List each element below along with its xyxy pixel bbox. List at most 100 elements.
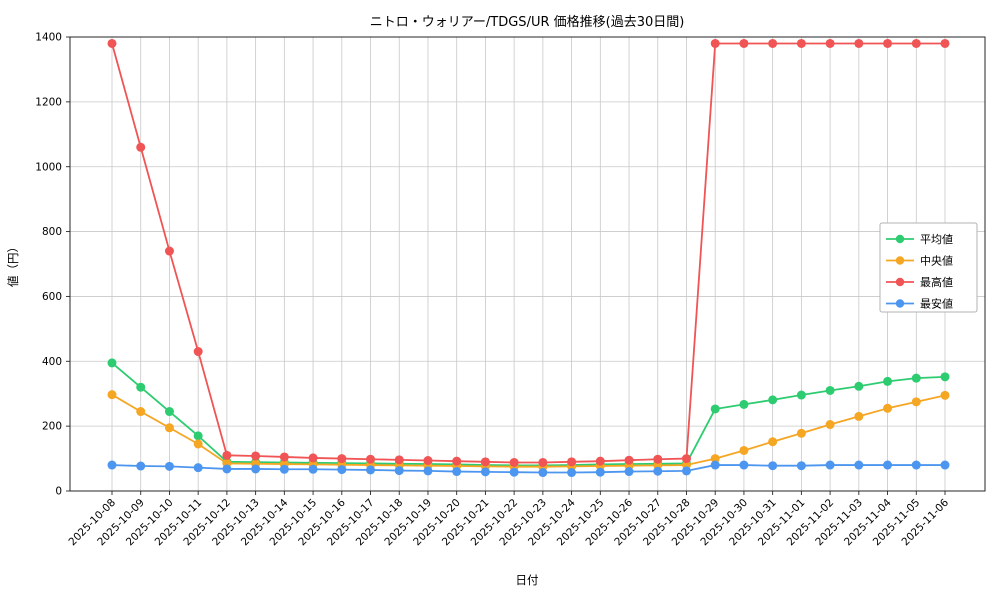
series-point-lowest: [739, 460, 749, 470]
legend-label-median: 中央値: [920, 254, 953, 267]
series-point-average: [854, 381, 864, 391]
legend-item-lowest: 最安値: [886, 296, 953, 310]
series-point-highest: [337, 454, 347, 464]
series-point-median: [796, 428, 806, 438]
series-point-highest: [796, 38, 806, 48]
series-point-lowest: [164, 461, 174, 471]
grid-lines: [70, 36, 985, 492]
plot-area: 02004006008001000120014002025-10-082025-…: [35, 32, 986, 548]
series-point-highest: [854, 38, 864, 48]
series-point-lowest: [509, 467, 519, 477]
chart-title: ニトロ・ウォリアー/TDGS/UR 価格推移(過去30日間): [370, 14, 685, 30]
series-point-lowest: [452, 467, 462, 477]
legend-item-median: 中央値: [886, 254, 953, 267]
series-point-lowest: [366, 465, 376, 475]
series-point-lowest: [567, 468, 577, 478]
series-point-highest: [366, 454, 376, 464]
series-point-highest: [653, 454, 663, 464]
series-point-highest: [509, 457, 519, 467]
series-point-average: [883, 376, 893, 386]
series-point-highest: [164, 246, 174, 256]
plot-border: [69, 36, 986, 492]
legend-box: [879, 222, 978, 313]
series-point-median: [164, 423, 174, 433]
series-point-lowest: [279, 464, 289, 474]
series-line-median: [111, 393, 946, 468]
series-point-lowest: [681, 466, 691, 476]
series-average: [107, 358, 950, 470]
series-point-lowest: [480, 467, 490, 477]
series-point-highest: [480, 457, 490, 467]
series-point-highest: [107, 38, 117, 48]
y-tick-label: 0: [55, 486, 62, 498]
series-point-highest: [452, 456, 462, 466]
series-point-average: [136, 382, 146, 392]
series-point-highest: [883, 38, 893, 48]
legend-marker-average: [895, 234, 905, 244]
legend-item-highest: 最高値: [886, 275, 953, 289]
series-point-highest: [136, 142, 146, 152]
series-line-lowest: [111, 464, 946, 474]
series-point-median: [854, 411, 864, 421]
y-tick-label: 200: [42, 421, 62, 433]
series-point-median: [107, 390, 117, 400]
y-tick-label: 400: [42, 356, 62, 368]
series-point-lowest: [854, 460, 864, 470]
series-point-highest: [911, 38, 921, 48]
series-point-median: [193, 439, 203, 449]
legend-label-highest: 最高値: [920, 275, 953, 289]
legend-marker-highest: [895, 277, 905, 287]
series-point-highest: [825, 38, 835, 48]
series-point-lowest: [308, 464, 318, 474]
series-point-highest: [193, 347, 203, 357]
series-point-lowest: [940, 460, 950, 470]
series-point-median: [911, 397, 921, 407]
y-tick-label: 1000: [35, 161, 62, 173]
series-point-lowest: [394, 466, 404, 476]
series-point-highest: [222, 450, 232, 460]
series-point-lowest: [825, 460, 835, 470]
series-point-lowest: [538, 468, 548, 478]
legend-label-average: 平均値: [920, 233, 953, 246]
series-point-lowest: [883, 460, 893, 470]
series-point-highest: [595, 456, 605, 466]
series-lowest: [107, 460, 950, 478]
axis-ticks: [66, 36, 946, 495]
series-line-average: [111, 362, 946, 467]
series-point-average: [107, 358, 117, 368]
series-point-median: [710, 454, 720, 464]
series-point-highest: [279, 452, 289, 462]
series-line-highest: [111, 42, 946, 464]
series-point-lowest: [710, 460, 720, 470]
series-point-highest: [710, 38, 720, 48]
series-point-average: [768, 395, 778, 405]
legend-label-lowest: 最安値: [920, 296, 953, 310]
series-point-average: [739, 399, 749, 409]
series-point-lowest: [136, 461, 146, 471]
series-point-average: [940, 372, 950, 382]
series-point-average: [193, 431, 203, 441]
series-highest: [107, 38, 950, 467]
series-point-median: [739, 445, 749, 455]
series-point-lowest: [222, 464, 232, 474]
series-point-highest: [940, 38, 950, 48]
series-point-highest: [768, 38, 778, 48]
series-point-median: [825, 420, 835, 430]
y-tick-label: 800: [42, 226, 62, 238]
series-point-average: [164, 407, 174, 417]
series-median: [107, 390, 950, 472]
y-axis-label: 値（円）: [6, 241, 20, 287]
series-point-average: [710, 404, 720, 414]
series-point-median: [940, 390, 950, 400]
series-point-lowest: [193, 463, 203, 473]
x-axis-label: 日付: [516, 573, 539, 587]
series-point-highest: [423, 456, 433, 466]
series-point-median: [136, 407, 146, 417]
series-point-highest: [681, 454, 691, 464]
series-point-lowest: [251, 464, 261, 474]
series-point-median: [768, 437, 778, 447]
series-point-lowest: [107, 460, 117, 470]
series-point-average: [911, 373, 921, 383]
